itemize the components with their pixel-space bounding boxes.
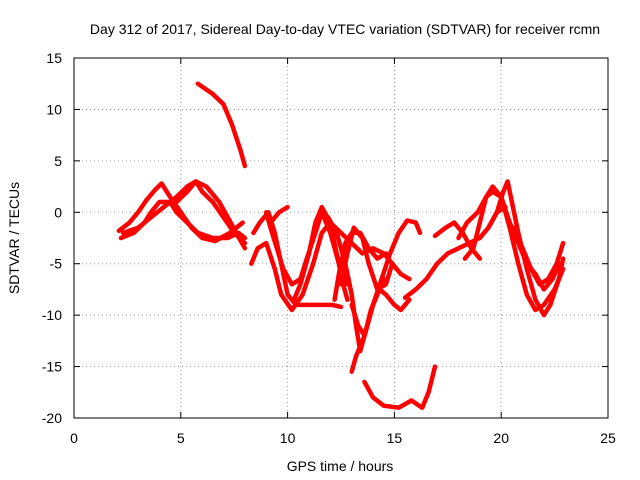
series-line bbox=[174, 179, 248, 251]
x-tick-label: 10 bbox=[280, 430, 296, 446]
y-tick-label: 10 bbox=[46, 101, 62, 117]
x-tick-label: 25 bbox=[600, 430, 616, 446]
data-series bbox=[116, 81, 566, 410]
series-line bbox=[349, 218, 423, 338]
y-tick-label: 15 bbox=[46, 50, 62, 66]
series-line bbox=[263, 210, 350, 287]
series-line bbox=[511, 225, 566, 287]
x-tick-label: 15 bbox=[387, 430, 403, 446]
y-tick-label: -10 bbox=[42, 307, 62, 323]
x-tick-label: 0 bbox=[70, 430, 78, 446]
y-axis-label: SDTVAR / TECUs bbox=[6, 182, 22, 294]
series-line bbox=[195, 81, 248, 169]
axis-ticks bbox=[73, 57, 609, 419]
series-line bbox=[456, 184, 562, 292]
x-axis-label: GPS time / hours bbox=[287, 458, 394, 474]
y-tick-label: 5 bbox=[54, 153, 62, 169]
series-line bbox=[362, 364, 438, 410]
x-tick-label: 20 bbox=[493, 430, 509, 446]
x-tick-label: 5 bbox=[177, 430, 185, 446]
series-line bbox=[462, 189, 566, 313]
series-line bbox=[116, 181, 245, 244]
series-line bbox=[349, 287, 412, 374]
series-line bbox=[268, 204, 290, 225]
x-tick-labels: 0 5 10 15 20 25 bbox=[70, 430, 616, 446]
y-tick-label: -5 bbox=[50, 256, 63, 272]
grid-lines bbox=[73, 57, 609, 419]
plot-frame bbox=[73, 57, 609, 419]
series-line bbox=[338, 225, 395, 292]
y-tick-label: 0 bbox=[54, 204, 62, 220]
chart-title: Day 312 of 2017, Sidereal Day-to-day VTE… bbox=[90, 21, 600, 37]
y-tick-label: -20 bbox=[42, 410, 62, 426]
y-tick-labels: 15 10 5 0 -5 -10 -15 -20 bbox=[42, 50, 62, 426]
y-tick-label: -15 bbox=[42, 359, 62, 375]
